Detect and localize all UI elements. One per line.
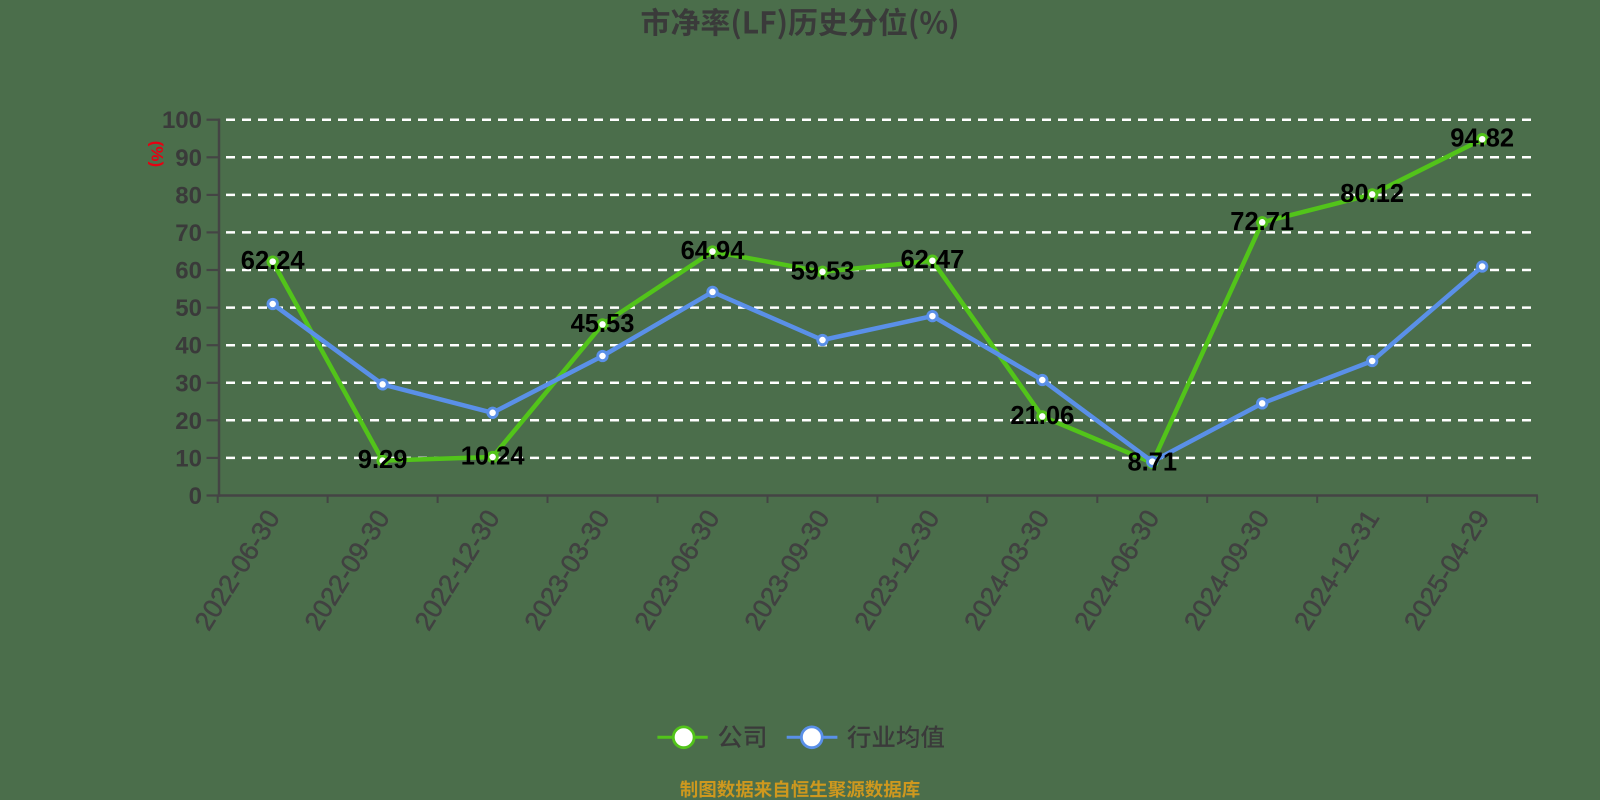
svg-text:90: 90 — [175, 145, 202, 172]
svg-text:64.94: 64.94 — [681, 237, 746, 265]
svg-text:10: 10 — [175, 445, 202, 472]
svg-text:62.47: 62.47 — [900, 246, 964, 274]
svg-text:(%): (%) — [148, 141, 167, 167]
svg-text:70: 70 — [175, 220, 202, 247]
svg-text:10.24: 10.24 — [461, 443, 526, 471]
svg-text:40: 40 — [175, 333, 202, 360]
svg-text:80.12: 80.12 — [1340, 180, 1404, 208]
svg-text:9.29: 9.29 — [358, 446, 408, 474]
svg-text:0: 0 — [189, 483, 202, 510]
svg-text:60: 60 — [175, 258, 202, 285]
svg-text:59.53: 59.53 — [791, 257, 855, 285]
svg-text:50: 50 — [175, 295, 202, 322]
svg-text:21.06: 21.06 — [1010, 402, 1074, 430]
svg-text:8.71: 8.71 — [1127, 448, 1177, 476]
svg-text:30: 30 — [175, 370, 202, 397]
svg-text:45.53: 45.53 — [571, 310, 635, 338]
svg-text:62.24: 62.24 — [241, 247, 306, 275]
svg-text:72.71: 72.71 — [1230, 208, 1294, 236]
svg-text:20: 20 — [175, 408, 202, 435]
svg-text:94.82: 94.82 — [1450, 125, 1514, 153]
svg-text:100: 100 — [162, 107, 202, 134]
svg-text:80: 80 — [175, 182, 202, 209]
